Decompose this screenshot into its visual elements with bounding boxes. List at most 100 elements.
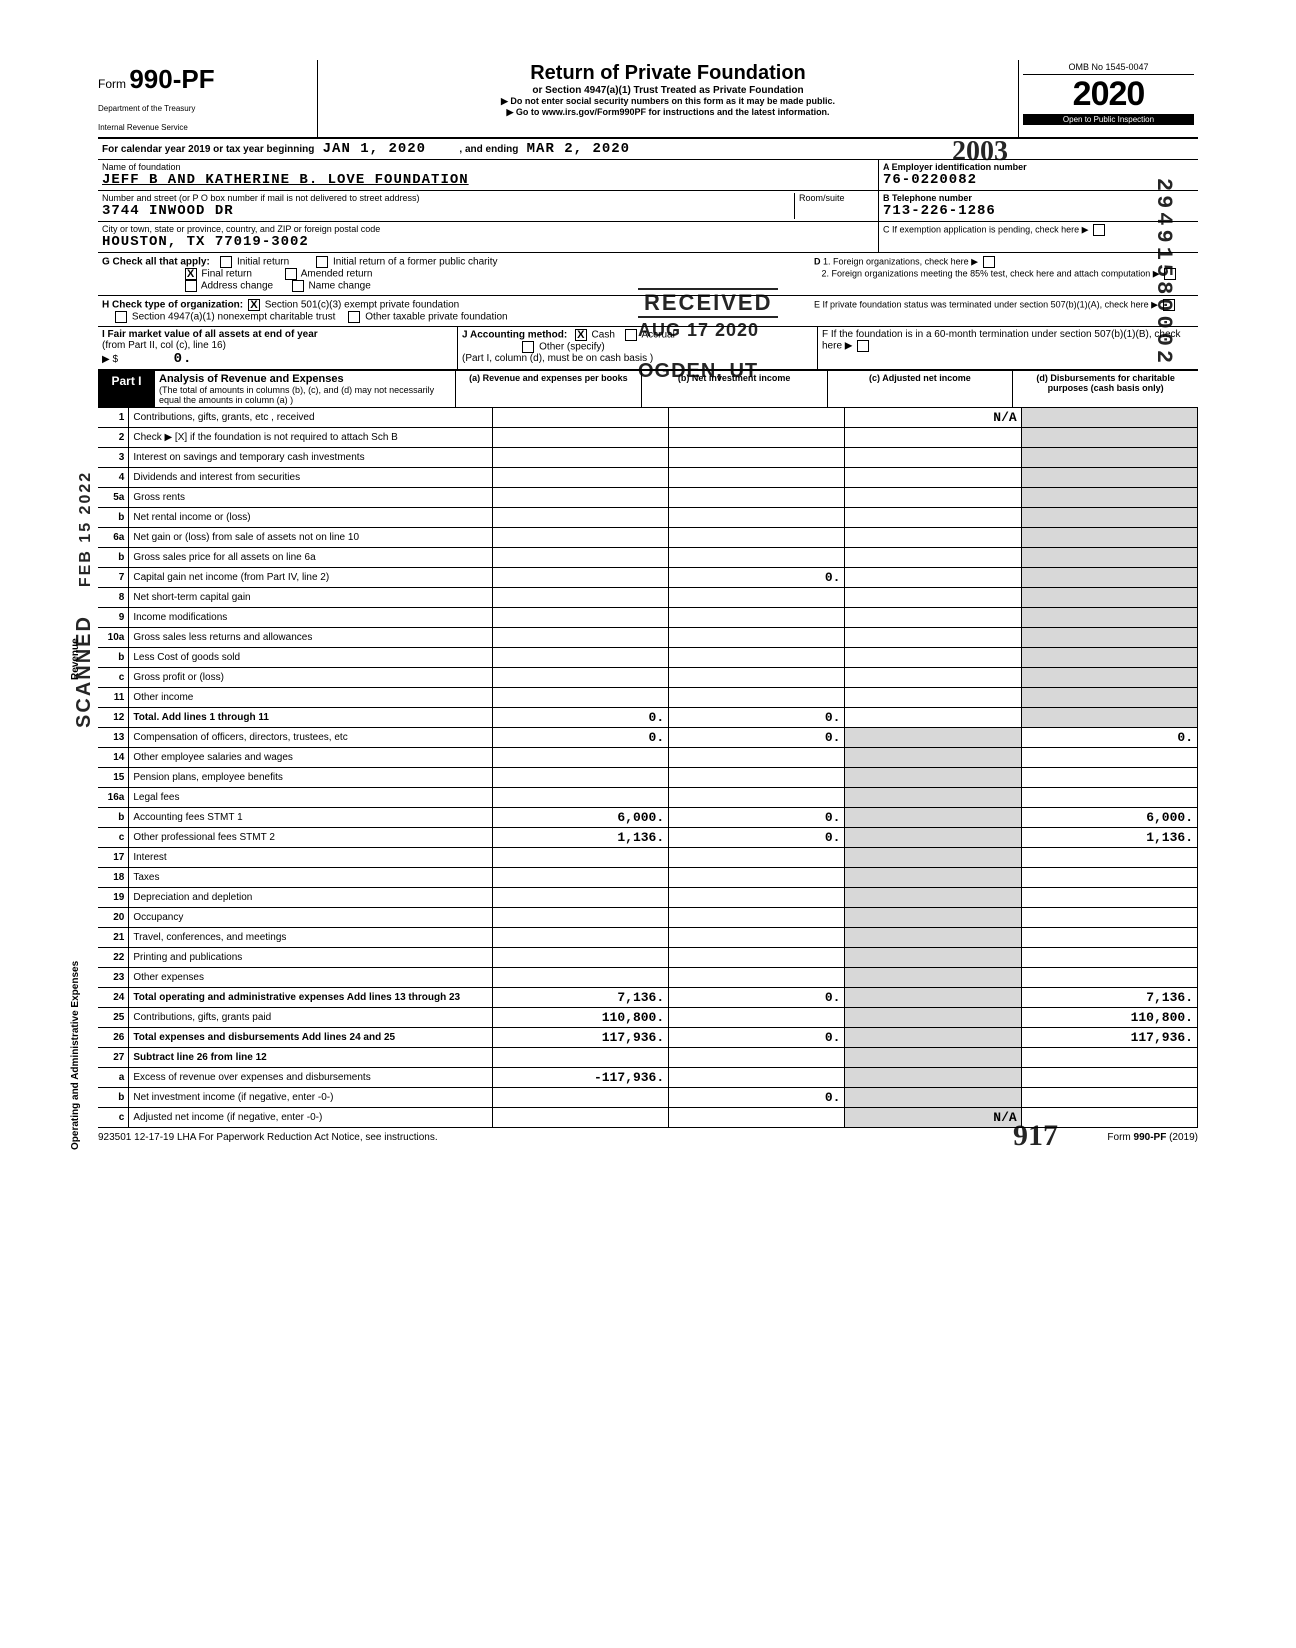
- row-desc: Depreciation and depletion: [129, 888, 493, 908]
- row-number: 20: [98, 908, 129, 928]
- row-number: 24: [98, 988, 129, 1008]
- tel-label: B Telephone number: [883, 193, 1194, 203]
- row-number: 23: [98, 968, 129, 988]
- i-arrow: ▶ $: [102, 354, 118, 365]
- row-desc: Gross sales price for all assets on line…: [129, 548, 493, 568]
- col-d: [1021, 768, 1197, 788]
- part1-header: Part I Analysis of Revenue and Expenses …: [98, 371, 1198, 408]
- e-checkbox[interactable]: [1163, 299, 1175, 311]
- g-addr-checkbox[interactable]: [185, 280, 197, 292]
- col-c: [845, 988, 1021, 1008]
- dept-irs: Internal Revenue Service: [98, 124, 311, 133]
- section-ijf: I Fair market value of all assets at end…: [98, 327, 1198, 371]
- col-d: [1021, 868, 1197, 888]
- col-c: [845, 668, 1021, 688]
- col-b: [669, 1108, 845, 1128]
- row-desc: Net short-term capital gain: [129, 588, 493, 608]
- col-c-header: (c) Adjusted net income: [828, 371, 1014, 407]
- col-b: [669, 928, 845, 948]
- h-other-checkbox[interactable]: [348, 311, 360, 323]
- table-row: 26Total expenses and disbursements Add l…: [98, 1028, 1198, 1048]
- tax-year: 2020: [1023, 75, 1194, 114]
- g-initial-checkbox[interactable]: [220, 256, 232, 268]
- j-label: J Accounting method:: [462, 329, 567, 340]
- part1-title: Analysis of Revenue and Expenses: [159, 373, 344, 385]
- row-number: 27: [98, 1048, 129, 1068]
- col-b: [669, 788, 845, 808]
- c-checkbox[interactable]: [1093, 224, 1105, 236]
- col-a: [492, 968, 668, 988]
- j-other-checkbox[interactable]: [522, 341, 534, 353]
- d2-checkbox[interactable]: [1164, 268, 1176, 280]
- stamp-scan-date: FEB 15 2022: [77, 471, 95, 587]
- g-label: G Check all that apply:: [102, 256, 210, 267]
- row-desc: Other income: [129, 688, 493, 708]
- city-state-zip: HOUSTON, TX 77019-3002: [102, 234, 874, 250]
- col-c: [845, 948, 1021, 968]
- row-desc: Total operating and administrative expen…: [129, 988, 493, 1008]
- foundation-name: JEFF B AND KATHERINE B. LOVE FOUNDATION: [102, 172, 874, 188]
- h-501c3-checkbox[interactable]: X: [248, 299, 260, 311]
- table-row: 2Check ▶ [X] if the foundation is not re…: [98, 428, 1198, 448]
- g-name-checkbox[interactable]: [292, 280, 304, 292]
- f-label: F If the foundation is in a 60-month ter…: [822, 329, 1181, 352]
- f-checkbox[interactable]: [857, 340, 869, 352]
- col-b: [669, 448, 845, 468]
- instr-url: Go to www.irs.gov/Form990PF for instruct…: [322, 107, 1014, 118]
- col-a: [492, 668, 668, 688]
- col-d: [1021, 648, 1197, 668]
- street-address: 3744 INWOOD DR: [102, 203, 794, 219]
- col-c: [845, 1008, 1021, 1028]
- col-a: 110,800.: [492, 1008, 668, 1028]
- city-label: City or town, state or province, country…: [102, 224, 874, 234]
- row-number: 22: [98, 948, 129, 968]
- col-a: [492, 568, 668, 588]
- fmv-value: 0.: [174, 351, 193, 367]
- col-b: 0.: [669, 828, 845, 848]
- col-b: [669, 648, 845, 668]
- row-desc: Net investment income (if negative, ente…: [129, 1088, 493, 1108]
- row-desc: Dividends and interest from securities: [129, 468, 493, 488]
- col-d: [1021, 688, 1197, 708]
- table-row: bNet investment income (if negative, ent…: [98, 1088, 1198, 1108]
- h-4947-checkbox[interactable]: [115, 311, 127, 323]
- part1-sub: (The total of amounts in columns (b), (c…: [159, 385, 434, 405]
- g-former-checkbox[interactable]: [316, 256, 328, 268]
- row-number: 12: [98, 708, 129, 728]
- col-b: [669, 768, 845, 788]
- col-a: [492, 548, 668, 568]
- c-label: C If exemption application is pending, c…: [883, 224, 1079, 234]
- row-number: 2: [98, 428, 129, 448]
- col-c: [845, 1088, 1021, 1108]
- col-b-header: (b) Net investment income: [642, 371, 828, 407]
- col-a: [492, 588, 668, 608]
- col-c: [845, 708, 1021, 728]
- col-d: [1021, 448, 1197, 468]
- g-final-checkbox[interactable]: X: [185, 268, 197, 280]
- j-cash-checkbox[interactable]: X: [575, 329, 587, 341]
- col-d: [1021, 848, 1197, 868]
- col-a: [492, 1108, 668, 1128]
- table-row: 21Travel, conferences, and meetings: [98, 928, 1198, 948]
- g-final: Final return: [201, 268, 252, 279]
- col-a: [492, 1048, 668, 1068]
- col-b: [669, 528, 845, 548]
- d1-checkbox[interactable]: [983, 256, 995, 268]
- g-former: Initial return of a former public charit…: [333, 256, 498, 267]
- table-row: 14Other employee salaries and wages: [98, 748, 1198, 768]
- name-label: Name of foundation: [102, 162, 874, 172]
- col-d: 0.: [1021, 728, 1197, 748]
- form-title: Return of Private Foundation: [322, 62, 1014, 85]
- row-desc: Other expenses: [129, 968, 493, 988]
- row-number: c: [98, 828, 129, 848]
- g-amended-checkbox[interactable]: [285, 268, 297, 280]
- col-d: [1021, 508, 1197, 528]
- omb-number: OMB No 1545-0047: [1023, 62, 1194, 75]
- col-d-header: (d) Disbursements for charitable purpose…: [1013, 371, 1198, 407]
- j-accrual-checkbox[interactable]: [625, 329, 637, 341]
- row-number: 16a: [98, 788, 129, 808]
- d1-label: 1. Foreign organizations, check here: [823, 256, 969, 266]
- row-desc: Net gain or (loss) from sale of assets n…: [129, 528, 493, 548]
- col-c: [845, 588, 1021, 608]
- col-b: 0.: [669, 568, 845, 588]
